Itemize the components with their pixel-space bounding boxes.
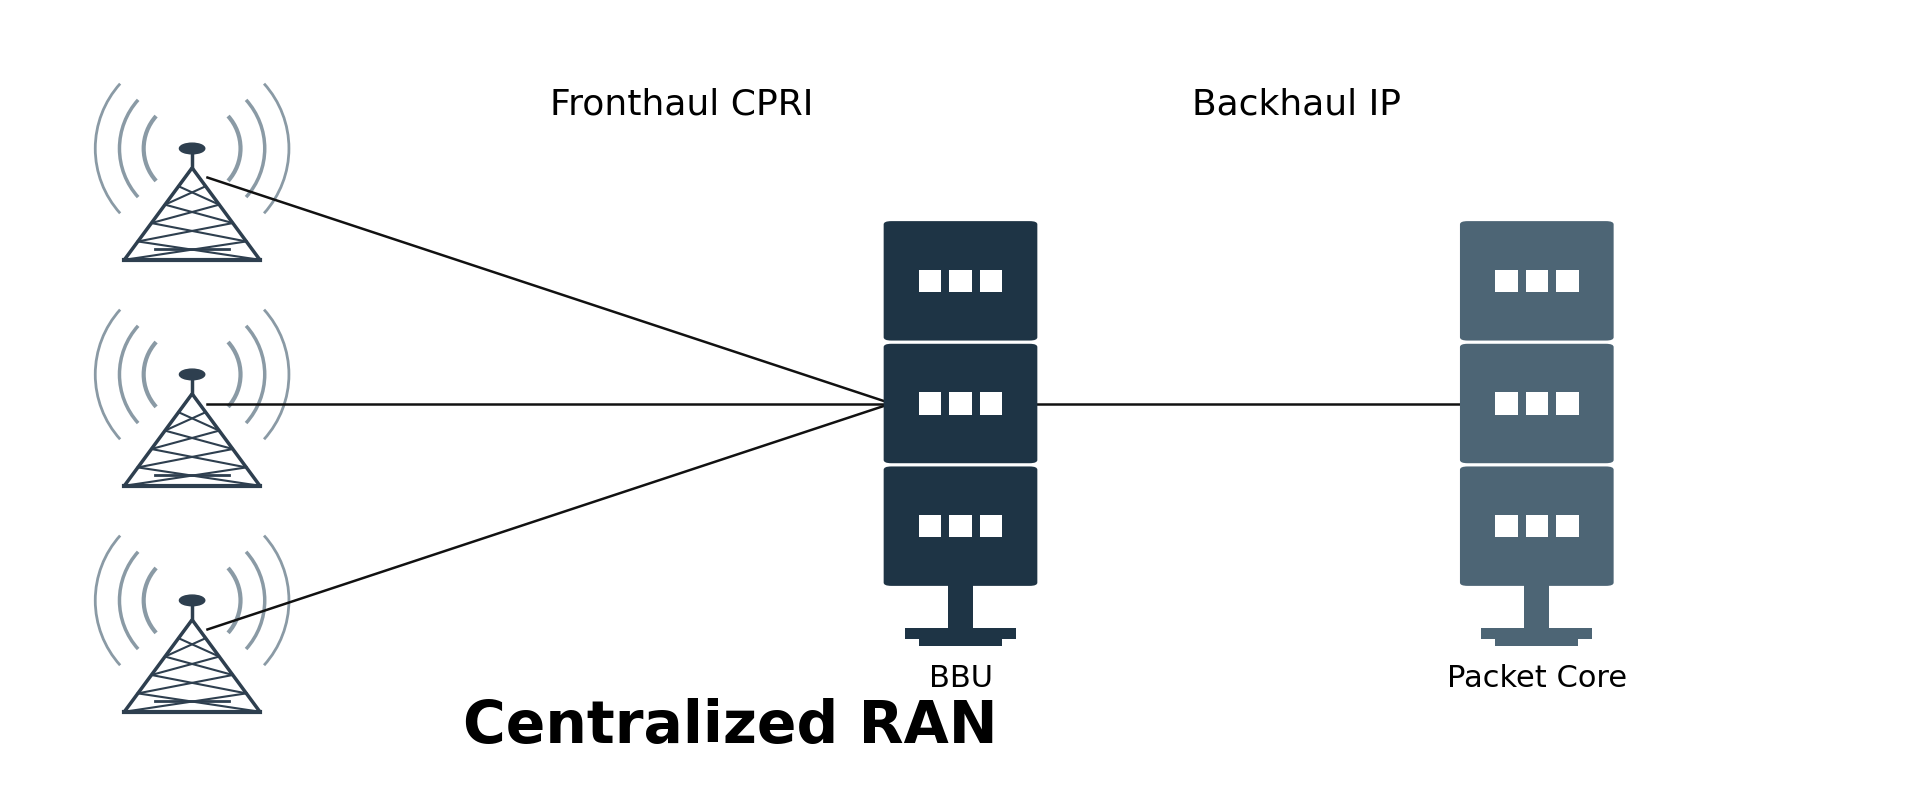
Text: Packet Core: Packet Core [1447,664,1627,693]
Text: Centralized RAN: Centralized RAN [463,698,997,755]
Bar [1525,515,1548,537]
Bar [1556,270,1579,292]
Bar [1495,270,1518,292]
Bar [949,583,972,628]
FancyBboxPatch shape [884,221,1037,341]
FancyBboxPatch shape [1460,344,1614,463]
Circle shape [179,143,206,154]
Text: Backhaul IP: Backhaul IP [1193,88,1400,122]
Bar [918,270,941,292]
FancyBboxPatch shape [1460,221,1614,341]
Circle shape [179,369,206,380]
Bar [1495,639,1579,646]
FancyBboxPatch shape [884,344,1037,463]
Text: Fronthaul CPRI: Fronthaul CPRI [549,88,815,122]
Bar [1525,583,1548,628]
Bar [949,270,972,292]
Bar [1556,515,1579,537]
Bar [918,392,941,415]
Bar [1525,392,1548,415]
Bar [918,515,941,537]
Bar [905,628,1016,639]
Bar [980,392,1003,415]
Text: BBU: BBU [928,664,993,693]
Bar [1481,628,1593,639]
Bar [949,515,972,537]
Bar [980,515,1003,537]
Circle shape [179,595,206,606]
Bar [1495,515,1518,537]
Bar [949,392,972,415]
Bar [1495,392,1518,415]
Bar [1556,392,1579,415]
FancyBboxPatch shape [1460,466,1614,586]
FancyBboxPatch shape [884,466,1037,586]
Bar [918,639,1003,646]
Bar [1525,270,1548,292]
Bar [980,270,1003,292]
